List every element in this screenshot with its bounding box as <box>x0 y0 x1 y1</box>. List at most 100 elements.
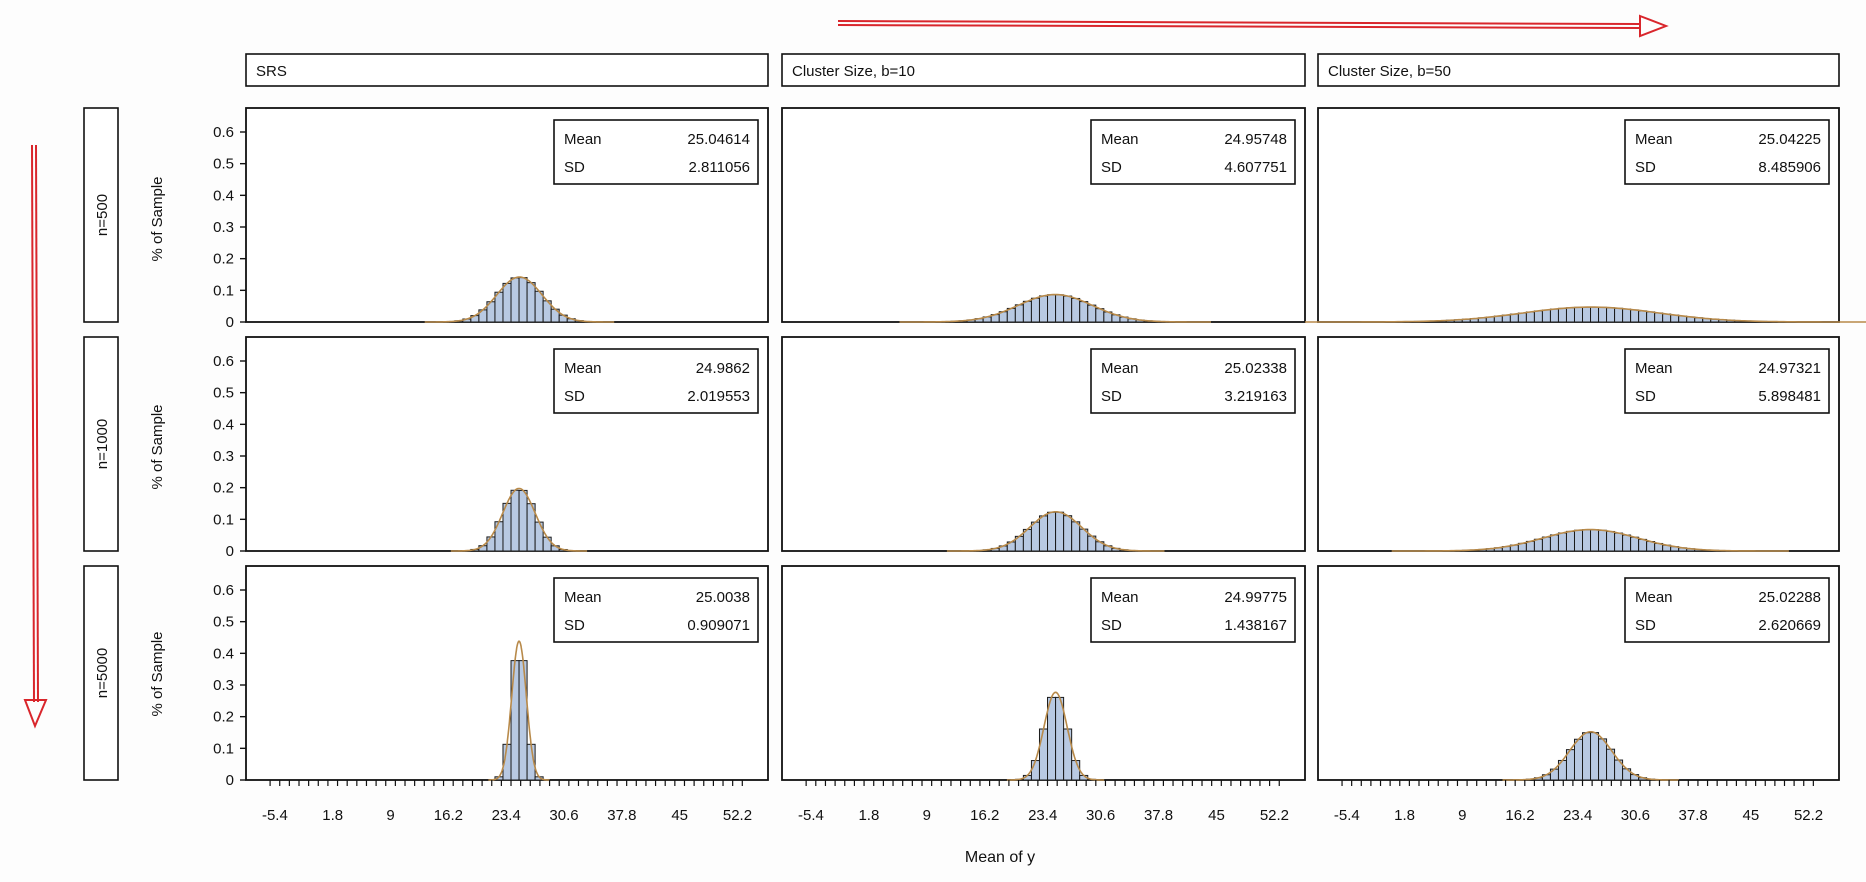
histogram-bar <box>1606 307 1616 323</box>
histogram-bar <box>1541 309 1551 323</box>
row-header-n5000: n=5000 <box>83 565 119 781</box>
x-tick-label: 37.8 <box>1144 807 1173 824</box>
histogram-bar <box>1614 532 1624 552</box>
row-header-label: n=500 <box>94 194 111 236</box>
y-tick-label: 0.5 <box>213 614 234 631</box>
stat-mean-value: 25.04614 <box>687 131 750 148</box>
stat-sd-label: SD <box>1101 388 1122 405</box>
histogram-bar <box>526 282 536 323</box>
x-tick-label: 16.2 <box>434 807 463 824</box>
histogram-bar <box>1541 536 1551 552</box>
row-header-label: n=1000 <box>94 419 111 469</box>
histogram-bar <box>1582 732 1592 781</box>
y-axis-title: % of Sample <box>149 404 166 489</box>
stat-sd-label: SD <box>1101 159 1122 176</box>
x-tick-label: 45 <box>1208 807 1225 824</box>
histogram-bar <box>1573 306 1584 323</box>
stat-sd-label: SD <box>564 617 585 634</box>
column-header-label: Cluster Size, b=10 <box>792 63 915 80</box>
histogram-bar <box>1638 538 1648 552</box>
y-tick-label: 0.1 <box>213 511 234 528</box>
x-tick-label: 23.4 <box>492 807 521 824</box>
histogram-bar <box>1614 307 1624 323</box>
stat-mean-value: 24.95748 <box>1224 131 1287 148</box>
stat-mean-value: 25.02338 <box>1224 360 1287 377</box>
panel-r1-c2: Mean 24.97321 SD 5.898481 <box>1317 336 1840 552</box>
stat-sd-label: SD <box>1635 388 1656 405</box>
y-tick-label: 0.2 <box>213 251 234 268</box>
histogram-bar <box>1071 760 1081 781</box>
stats-box: Mean 24.99775 SD 1.438167 <box>1090 577 1296 643</box>
stat-sd-label: SD <box>1101 617 1122 634</box>
histogram-bar <box>502 282 512 323</box>
row-header-n500: n=500 <box>83 107 119 323</box>
x-tick-label: -5.4 <box>1334 807 1360 824</box>
histogram-bar <box>1030 297 1040 323</box>
histogram-bar <box>1525 311 1535 323</box>
stat-mean-label: Mean <box>1635 131 1673 148</box>
stat-mean-value: 24.99775 <box>1224 589 1287 606</box>
histogram-bar <box>1630 309 1640 323</box>
x-tick-label: 1.8 <box>322 807 343 824</box>
density-curve <box>450 487 588 552</box>
panel-r1-c1: Mean 25.02338 SD 3.219163 <box>781 336 1306 552</box>
y-tick-label: 0.2 <box>213 480 234 497</box>
x-tick-label: 9 <box>923 807 931 824</box>
y-axis-title: % of Sample <box>149 631 166 716</box>
histogram-bar <box>1071 297 1081 323</box>
x-tick-label: 45 <box>671 807 688 824</box>
histogram-bar <box>1533 310 1543 323</box>
x-tick-label: 9 <box>1458 807 1466 824</box>
y-tick-label: 0.6 <box>213 124 234 141</box>
y-tick-label: 0.3 <box>213 219 234 236</box>
histogram-bar <box>1055 511 1065 552</box>
stats-box: Mean 25.02288 SD 2.620669 <box>1624 577 1830 643</box>
histogram-bar <box>1573 529 1584 552</box>
panel-r2-c1: Mean 24.99775 SD 1.438167 -5.4 1.8 9 16.2 23.4 30… <box>781 565 1306 824</box>
row-header-n1000: n=1000 <box>83 336 119 552</box>
histogram-bar <box>542 536 552 552</box>
y-axis-title: % of Sample <box>149 176 166 261</box>
x-tick-label: 16.2 <box>1505 807 1534 824</box>
histogram-bar <box>1582 529 1592 552</box>
stat-sd-value: 1.438167 <box>1224 617 1287 634</box>
density-curve <box>424 276 615 323</box>
histogram-bar <box>1030 521 1040 552</box>
histogram-bar <box>1590 529 1600 552</box>
density-curve <box>1391 528 1789 552</box>
x-axis-title: Mean of y <box>965 849 1035 866</box>
x-tick-label: -5.4 <box>262 807 288 824</box>
histogram-bar <box>1014 304 1024 323</box>
y-tick-label: 0.6 <box>213 353 234 370</box>
panel-r0-c1: Mean 24.95748 SD 4.607751 <box>781 107 1306 323</box>
stats-box: Mean 24.9862 SD 2.019553 <box>553 348 759 414</box>
histogram-bar <box>1630 536 1640 552</box>
row-header-label: n=5000 <box>94 648 111 698</box>
y-tick-label: 0.1 <box>213 282 234 299</box>
x-tick-label: 37.8 <box>607 807 636 824</box>
y-tick-label: 0.4 <box>213 416 234 433</box>
x-tick-label: 23.4 <box>1028 807 1057 824</box>
stat-sd-value: 2.620669 <box>1758 617 1821 634</box>
histogram-bar <box>1598 529 1608 552</box>
stats-box: Mean 25.0038 SD 0.909071 <box>553 577 759 643</box>
density-curve <box>1305 306 1866 323</box>
histogram-bar <box>1047 696 1057 781</box>
x-tick-label: 1.8 <box>858 807 879 824</box>
y-tick-label: 0.5 <box>213 156 234 173</box>
stat-sd-value: 2.811056 <box>689 159 750 176</box>
column-header-label: SRS <box>256 63 287 80</box>
density-curve <box>1502 731 1679 781</box>
histogram-bar <box>518 277 528 323</box>
stat-mean-value: 25.04225 <box>1758 131 1821 148</box>
y-tick-label: 0.4 <box>213 645 234 662</box>
histogram-bar <box>1598 738 1608 781</box>
histogram-bar <box>1071 521 1081 552</box>
panel-r2-c0: Mean 25.0038 SD 0.909071 0 0.1 0.2 0.3 0.4 0.5 0.6… <box>213 565 769 824</box>
density-curve <box>946 511 1165 552</box>
y-tick-label: 0.5 <box>213 385 234 402</box>
y-tick-label: 0.3 <box>213 677 234 694</box>
histogram-bar <box>486 536 496 552</box>
histogram-bar <box>1022 300 1032 323</box>
